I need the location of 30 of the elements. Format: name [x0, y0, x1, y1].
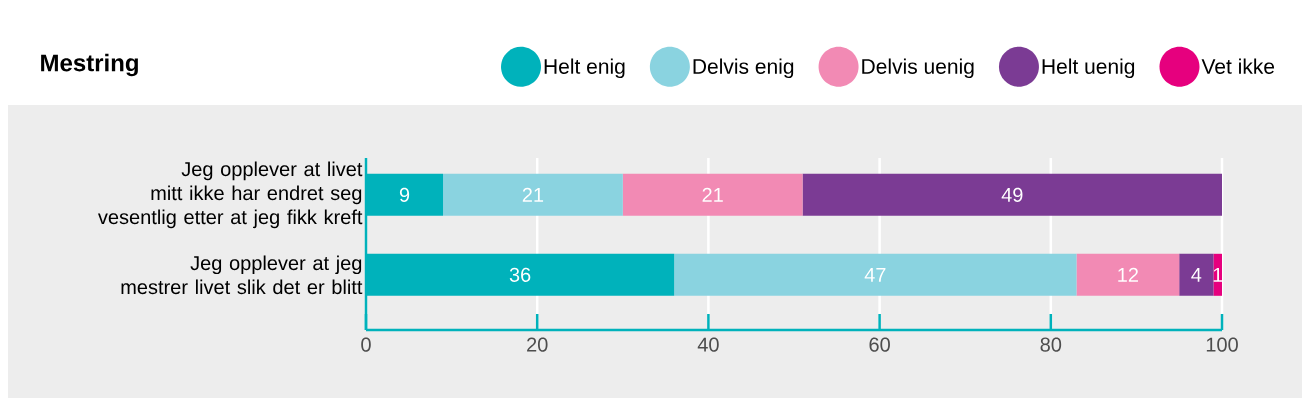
data-label: 47	[864, 267, 886, 282]
x-tick-label: 60	[869, 337, 890, 352]
y-tick-label: Jeg opplever at livet mitt ikke har endret seg vesentlig etter at jeg fikk kreft	[97, 161, 363, 229]
x-tick-label: 40	[697, 337, 719, 352]
x-tick-label: 80	[1040, 337, 1062, 352]
data-label: 4	[1191, 267, 1202, 282]
bar	[802, 173, 1223, 216]
legend-label: Delvis uenig	[862, 58, 974, 79]
legend-label: Helt enig	[544, 58, 625, 79]
data-label: 21	[522, 187, 544, 202]
legend-label: Delvis enig	[693, 58, 794, 79]
bar	[622, 173, 803, 216]
data-label: 36	[509, 267, 531, 282]
y-tick-label: Jeg opplever at jeg mestrer livet slik det er blitt	[121, 255, 363, 295]
bar	[1076, 253, 1180, 296]
bar	[443, 173, 623, 216]
legend-label: Vet ikke	[1201, 58, 1275, 74]
data-label: 49	[1001, 187, 1023, 202]
x-tick-label: 20	[527, 337, 548, 352]
data-label: 12	[1118, 267, 1138, 282]
data-label: 21	[702, 187, 723, 202]
data-label: 1	[1213, 267, 1223, 282]
bar	[674, 253, 1077, 296]
data-label: 9	[399, 187, 410, 202]
bar	[1179, 253, 1214, 296]
x-tick-label: 0	[361, 337, 371, 352]
legend-label: Helt uenig	[1042, 58, 1135, 79]
x-tick-label: 100	[1206, 337, 1238, 352]
text: Mestring	[41, 53, 138, 77]
bar	[1213, 253, 1223, 296]
